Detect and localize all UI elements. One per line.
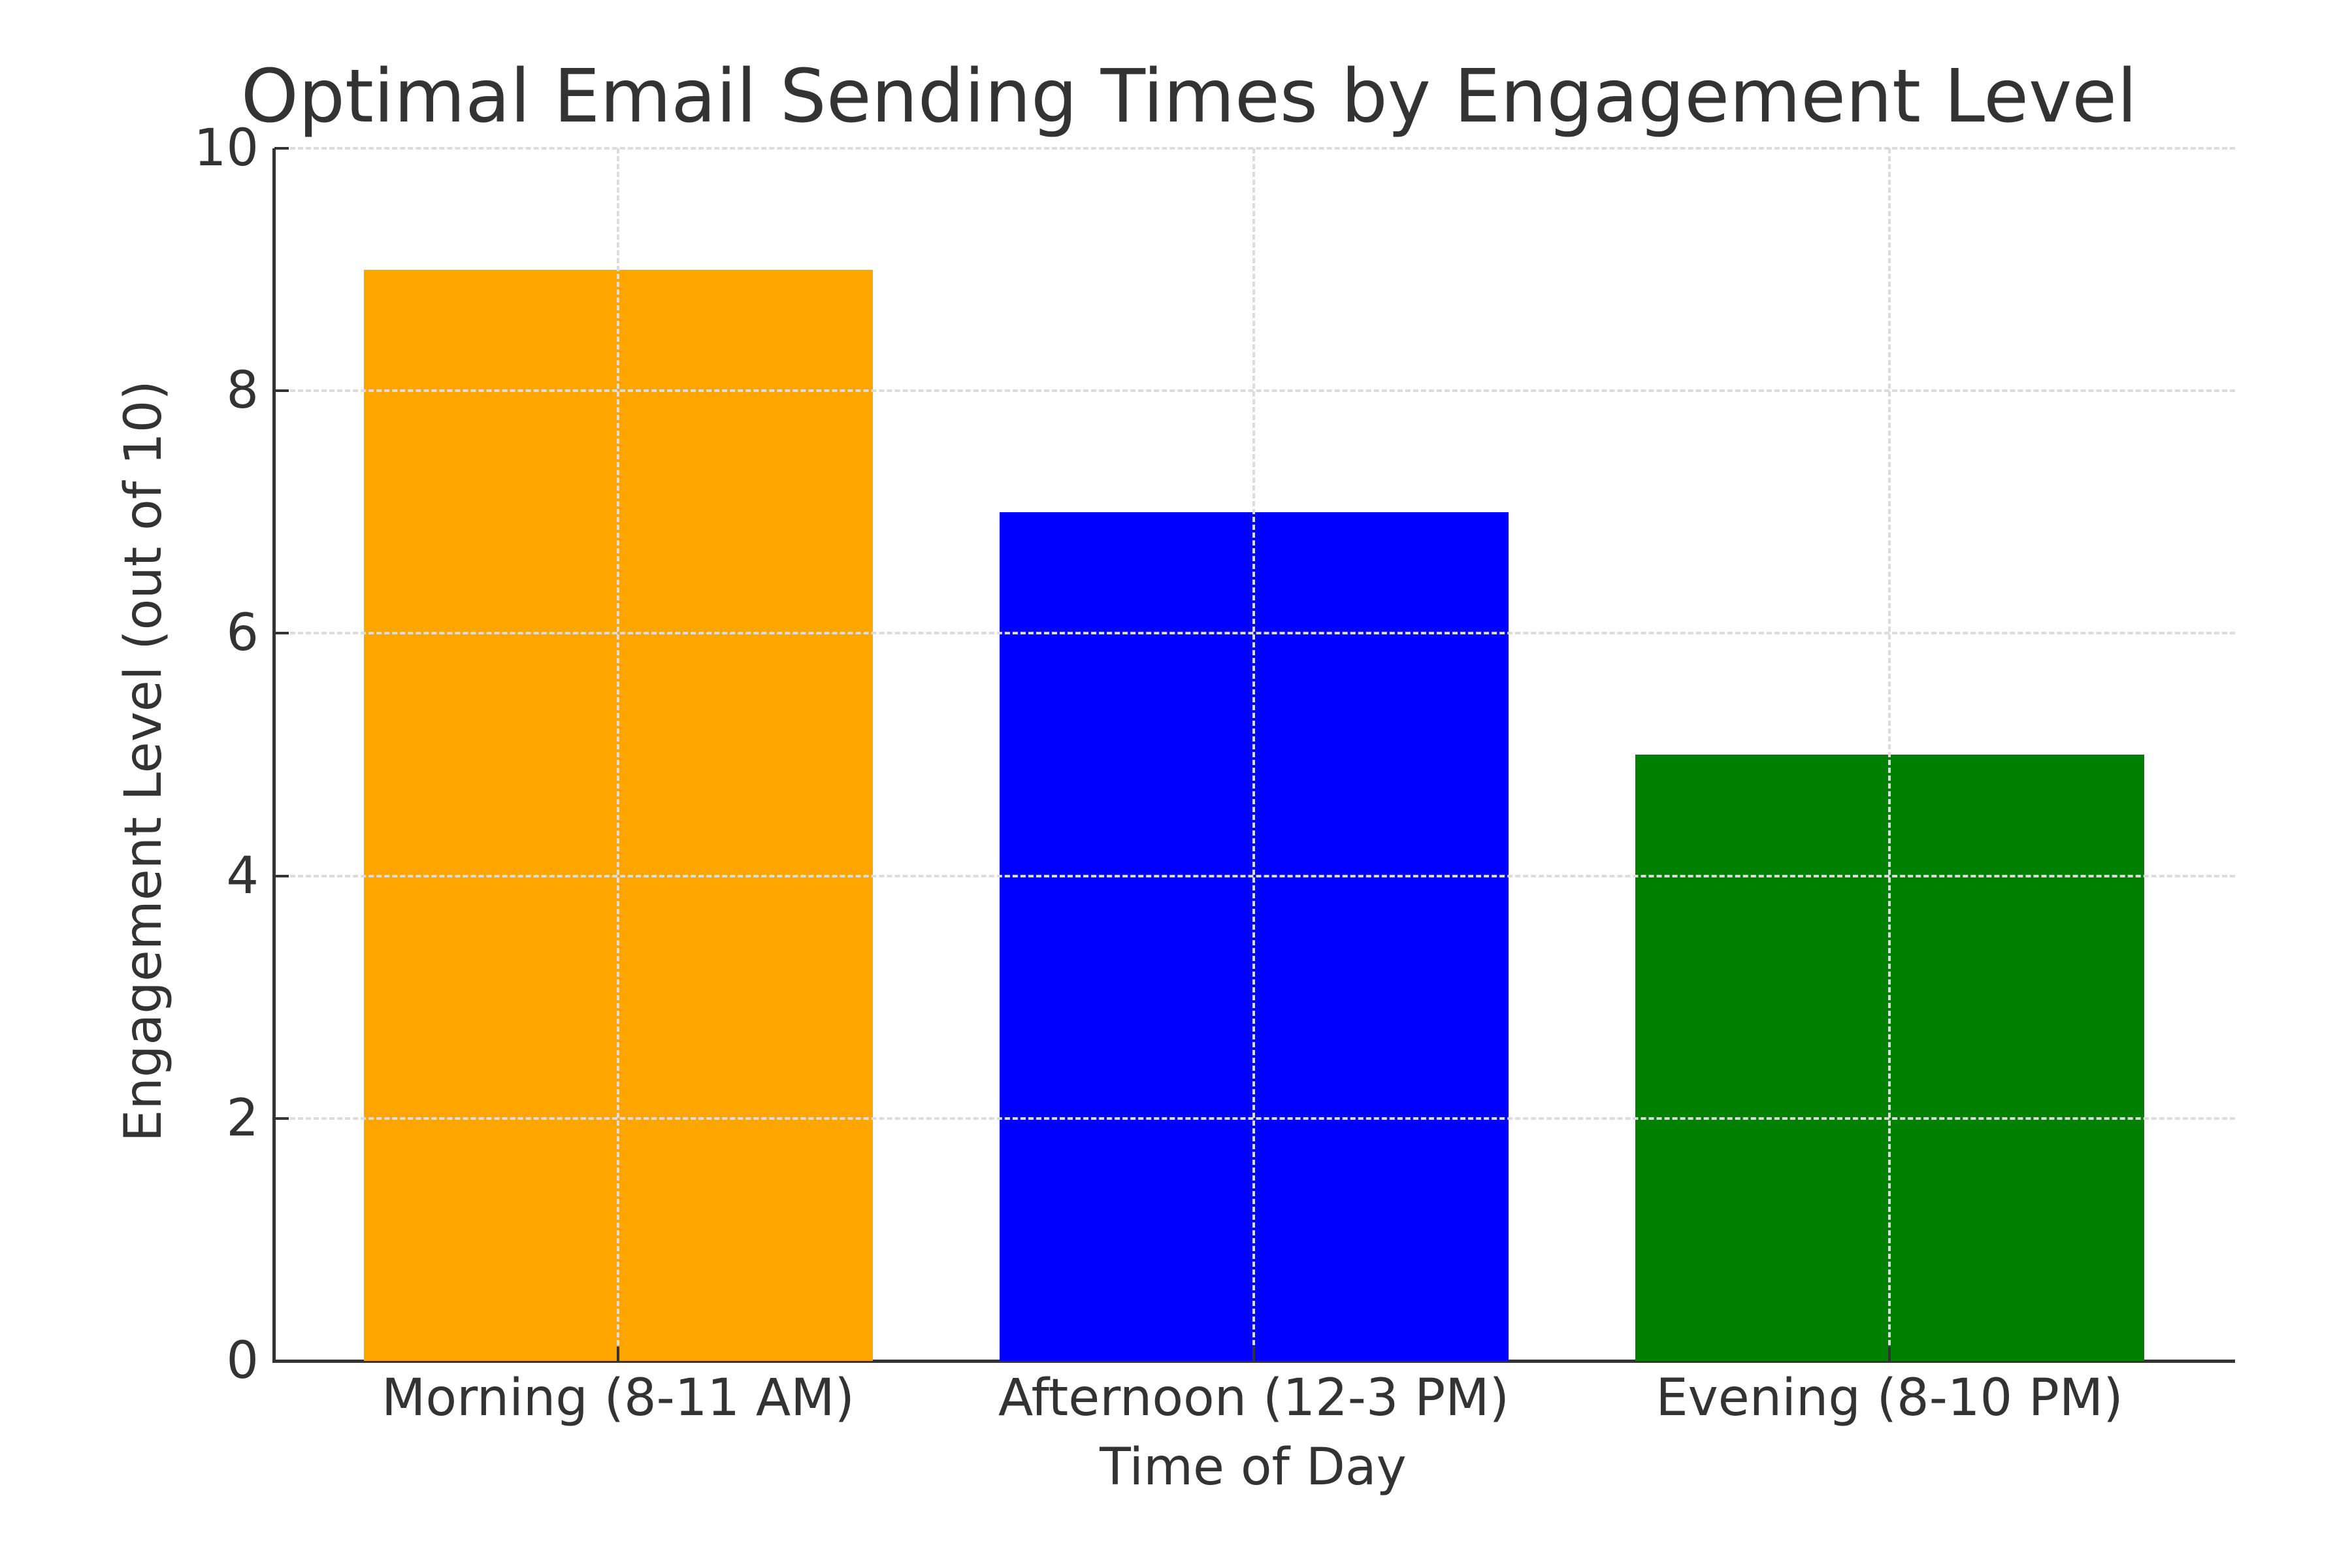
y-tick-mark bbox=[274, 389, 289, 393]
x-tick-mark bbox=[1888, 1347, 1891, 1361]
tick-marks bbox=[274, 147, 2235, 1362]
gridline-vertical bbox=[1252, 148, 1255, 1361]
y-axis-label: Engagement Level (out of 10) bbox=[114, 380, 173, 1142]
x-tick-label: Morning (8-11 AM) bbox=[382, 1369, 855, 1428]
y-tick-label: 0 bbox=[226, 1331, 259, 1390]
y-tick-label: 4 bbox=[226, 846, 259, 906]
x-tick-label: Evening (8-10 PM) bbox=[1656, 1369, 2123, 1428]
chart-title: Optimal Email Sending Times by Engagemen… bbox=[240, 54, 2138, 139]
gridline-vertical bbox=[1888, 148, 1891, 1361]
x-tick-label: Afternoon (12-3 PM) bbox=[998, 1369, 1510, 1428]
x-tick-mark bbox=[1252, 1347, 1255, 1361]
y-tick-label: 8 bbox=[226, 361, 259, 421]
x-axis-line bbox=[272, 1360, 2235, 1363]
plot-area bbox=[272, 147, 2235, 1363]
y-tick-label: 6 bbox=[226, 604, 259, 663]
y-tick-label: 10 bbox=[193, 119, 259, 178]
gridline-vertical bbox=[617, 148, 619, 1361]
y-tick-mark bbox=[274, 874, 289, 877]
y-tick-label: 2 bbox=[226, 1088, 259, 1148]
y-tick-mark bbox=[274, 632, 289, 635]
y-tick-mark bbox=[274, 147, 289, 150]
grid bbox=[274, 147, 2235, 1361]
y-tick-mark bbox=[274, 1360, 289, 1362]
x-tick-mark bbox=[617, 1347, 619, 1361]
x-axis-label: Time of Day bbox=[1100, 1438, 1407, 1497]
y-tick-mark bbox=[274, 1117, 289, 1120]
y-axis-line bbox=[272, 148, 276, 1361]
